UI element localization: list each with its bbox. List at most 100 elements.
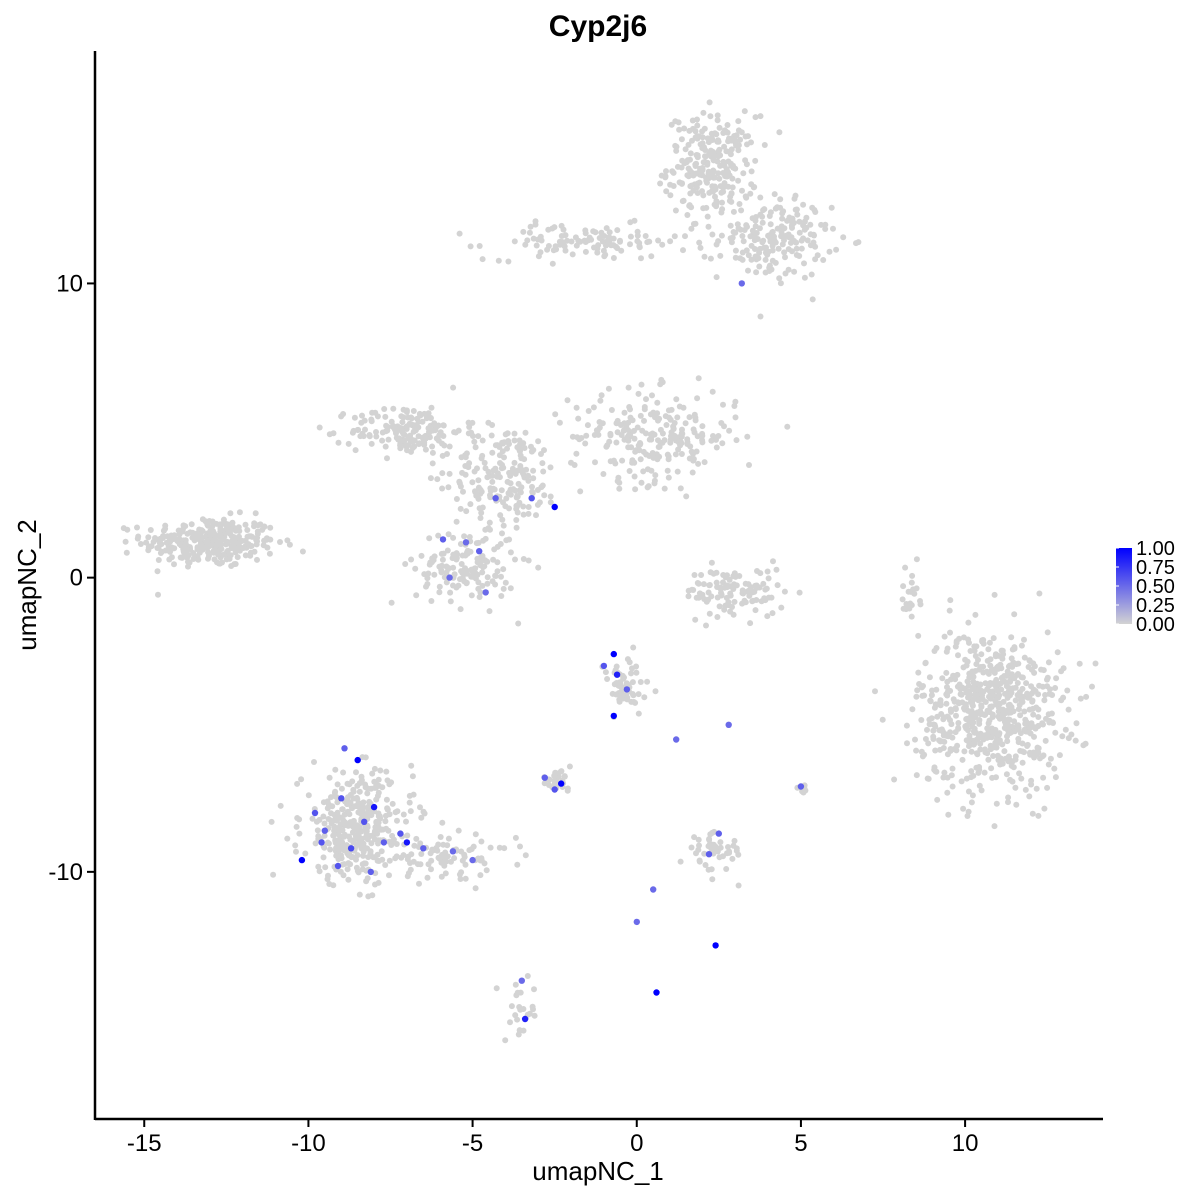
cell-point	[373, 433, 380, 440]
cell-point	[984, 725, 991, 732]
cell-point	[422, 435, 429, 442]
cell-point	[453, 584, 460, 591]
cell-point	[627, 241, 633, 248]
expressing-cell-point	[797, 783, 805, 790]
cell-point	[336, 846, 343, 853]
cell-point	[731, 837, 738, 844]
cell-point	[732, 573, 739, 580]
cell-point	[450, 551, 457, 558]
cell-point	[489, 472, 496, 479]
cell-point	[711, 174, 718, 181]
cell-point	[277, 802, 284, 809]
cell-point	[648, 433, 655, 440]
cell-point	[698, 572, 705, 578]
cell-point	[644, 678, 651, 685]
cell-point	[731, 581, 737, 588]
cell-point	[700, 581, 707, 588]
cell-point	[652, 472, 659, 479]
cell-point	[809, 296, 816, 303]
cell-point	[540, 468, 547, 475]
cell-point	[431, 571, 438, 578]
cell-point	[688, 844, 695, 851]
cell-point	[320, 813, 327, 820]
cell-point	[254, 538, 260, 545]
cell-point	[507, 549, 514, 556]
cell-point	[963, 716, 970, 723]
cell-point	[324, 876, 331, 883]
cell-point	[1036, 682, 1043, 689]
cell-point	[385, 827, 392, 834]
cell-point	[494, 543, 501, 550]
cell-point	[366, 798, 373, 805]
cell-point	[955, 720, 962, 726]
cell-point	[635, 390, 642, 397]
expressing-cell-point	[476, 548, 483, 555]
cell-point	[520, 1006, 527, 1012]
cell-point	[1040, 721, 1046, 728]
x-axis-ticks: -15 -10 -5 0 5 10	[127, 1119, 978, 1157]
cell-point	[506, 488, 513, 495]
cell-point	[431, 553, 438, 560]
cell-point	[1035, 706, 1042, 713]
cell-point	[769, 610, 776, 617]
cell-point	[331, 823, 338, 830]
cell-point	[706, 836, 713, 842]
cell-point	[703, 622, 709, 629]
cell-point	[182, 540, 189, 547]
cell-point	[558, 233, 565, 239]
cell-point	[922, 660, 929, 667]
cell-point	[407, 866, 414, 873]
cell-point	[941, 633, 948, 640]
cell-point	[1000, 698, 1007, 705]
cell-point	[729, 184, 736, 191]
cell-point	[977, 681, 984, 688]
cell-point	[462, 454, 469, 461]
cell-point	[701, 144, 707, 151]
cell-point	[728, 198, 735, 205]
cell-point	[486, 519, 493, 526]
cell-point	[195, 556, 202, 563]
cell-point	[596, 424, 603, 431]
x-tick-label: -5	[462, 1130, 483, 1157]
cell-point	[1016, 689, 1023, 696]
cell-point	[594, 249, 601, 256]
cell-point	[740, 170, 747, 177]
cell-point	[461, 578, 468, 585]
cell-point	[691, 572, 698, 578]
cell-point	[1033, 785, 1040, 792]
cell-point	[713, 198, 720, 205]
cell-point	[970, 719, 977, 726]
cell-point	[665, 453, 672, 460]
cell-point	[1064, 687, 1071, 694]
cell-point	[840, 234, 847, 241]
cell-point	[338, 852, 344, 859]
cell-point	[506, 441, 512, 447]
cell-point	[356, 788, 363, 795]
cell-point	[735, 147, 742, 154]
cell-point	[173, 537, 180, 544]
cell-point	[944, 774, 951, 781]
cell-point	[773, 566, 780, 573]
cell-point	[772, 239, 779, 246]
cell-point	[728, 190, 735, 197]
cell-point	[1027, 658, 1033, 665]
cell-point	[458, 561, 465, 567]
cell-point	[487, 485, 494, 492]
cell-point	[569, 433, 576, 440]
cell-point	[830, 225, 836, 232]
cell-point	[1029, 698, 1036, 705]
cell-point	[692, 616, 699, 623]
cell-point	[525, 510, 532, 517]
cell-point	[188, 521, 195, 528]
cell-point	[160, 535, 166, 541]
cell-point	[955, 725, 962, 732]
cell-point	[421, 810, 428, 817]
cell-point	[732, 414, 739, 421]
cell-point	[1012, 784, 1019, 791]
cell-point	[464, 549, 470, 556]
cell-point	[511, 238, 518, 245]
cell-point	[145, 534, 152, 541]
cell-point	[583, 432, 590, 439]
cell-point	[993, 701, 999, 708]
cell-point	[520, 511, 527, 518]
